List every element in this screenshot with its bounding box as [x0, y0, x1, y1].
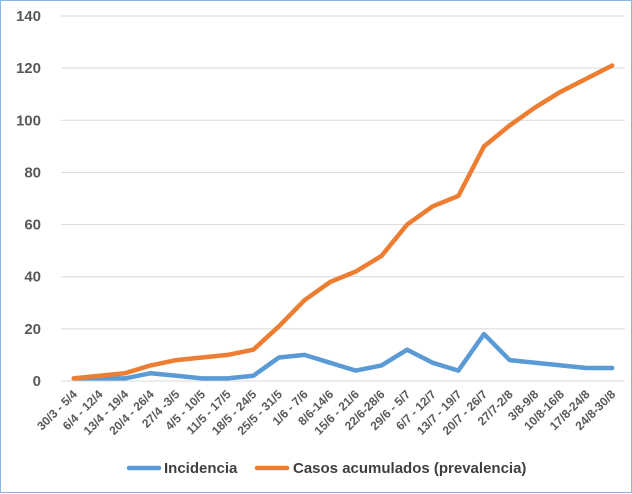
y-tick-label: 80 — [24, 164, 41, 181]
y-tick-label: 100 — [16, 112, 41, 129]
legend-label-1: Casos acumulados (prevalencia) — [293, 460, 526, 477]
y-tick-label: 60 — [24, 217, 41, 234]
legend-label-0: Incidencia — [164, 460, 238, 477]
series-lines — [71, 63, 615, 381]
series-line-0 — [71, 331, 615, 381]
y-tick-label: 120 — [16, 60, 41, 77]
x-axis-ticks: 30/3 - 5/46/4 - 12/413/4 - 19/420/4 - 26… — [34, 387, 618, 438]
y-tick-label: 0 — [33, 373, 41, 390]
y-tick-label: 20 — [24, 321, 41, 338]
y-axis-ticks: 0 20 40 60 80 100 120 140 — [16, 8, 41, 390]
gridlines — [61, 15, 625, 382]
y-tick-label: 140 — [16, 8, 41, 25]
legend: Incidencia Casos acumulados (prevalencia) — [126, 460, 526, 477]
series-line-1 — [71, 63, 615, 381]
y-tick-label: 40 — [24, 269, 41, 286]
